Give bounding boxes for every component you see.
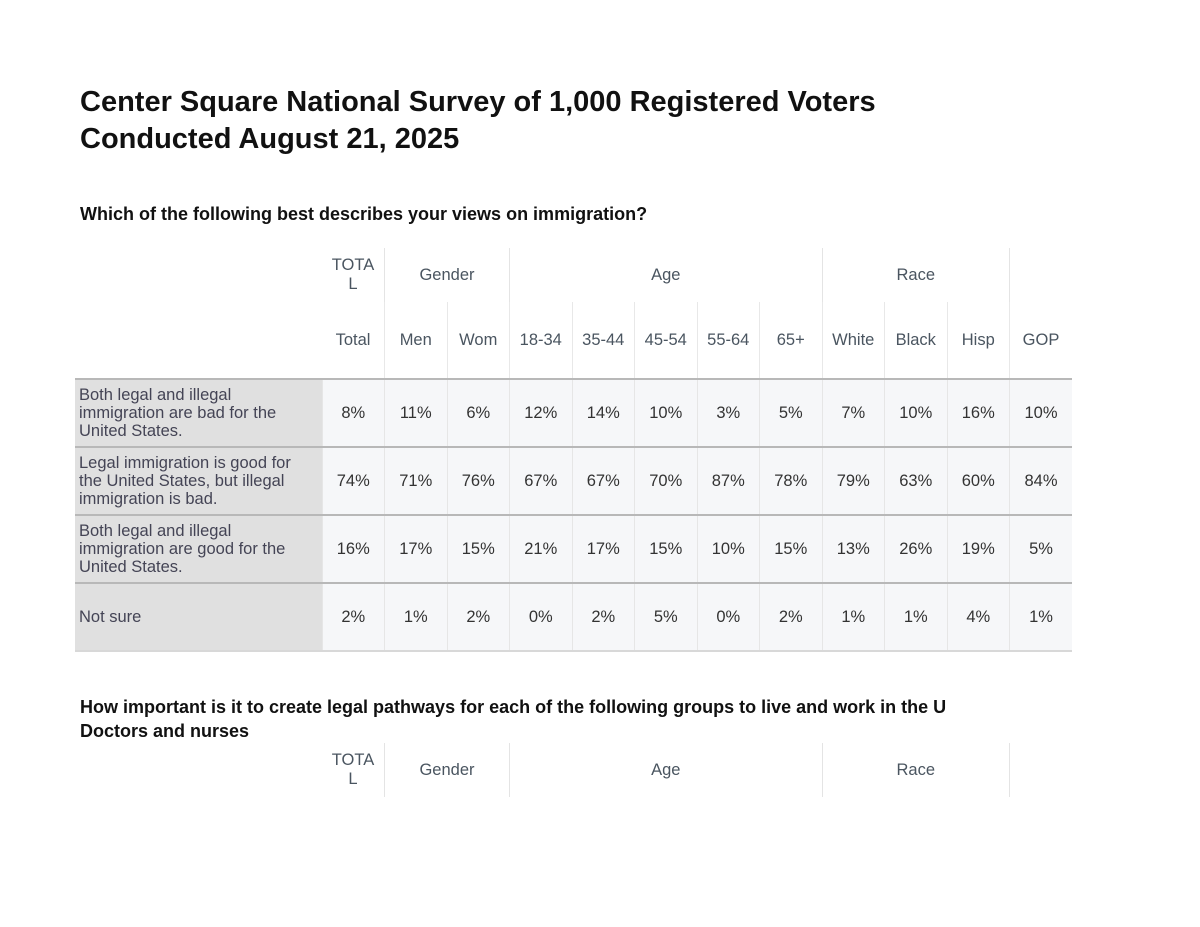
cell-value: 0% bbox=[509, 583, 572, 651]
cell-value: 1% bbox=[884, 583, 947, 651]
cell-value: 67% bbox=[509, 447, 572, 515]
group-total: TOTA L bbox=[331, 256, 375, 293]
group-age: Age bbox=[509, 248, 822, 302]
cell-value: 16% bbox=[321, 515, 385, 583]
page-title: Center Square National Survey of 1,000 R… bbox=[80, 86, 876, 155]
group-race: Race bbox=[821, 248, 1010, 302]
cell-value: 1% bbox=[1009, 583, 1072, 651]
column-header-men: Men bbox=[384, 302, 447, 379]
group-gender: Gender bbox=[384, 248, 510, 302]
column-header-total: Total bbox=[335, 330, 371, 349]
column-header-35-44: 35-44 bbox=[571, 302, 635, 379]
cell-value: 26% bbox=[884, 515, 947, 583]
cell-value: 5% bbox=[1009, 515, 1072, 583]
row-label: Legal immigration is good for the United… bbox=[75, 447, 322, 515]
cell-value: 2% bbox=[759, 583, 822, 651]
column-header-row: Total Men Wom 18-34 35-44 45-54 55-64 65+ White B… bbox=[75, 302, 1072, 379]
cell-value: 78% bbox=[759, 447, 822, 515]
cell-value: 0% bbox=[696, 583, 760, 651]
cell-value: 74% bbox=[321, 447, 385, 515]
table-row: Legal immigration is good for the United… bbox=[75, 447, 1072, 515]
row-label: Both legal and illegal immigration are g… bbox=[75, 515, 322, 583]
cell-value: 15% bbox=[634, 515, 697, 583]
cell-value: 13% bbox=[821, 515, 885, 583]
cell-value: 17% bbox=[571, 515, 635, 583]
cell-value: 2% bbox=[321, 583, 385, 651]
cell-value: 71% bbox=[384, 447, 447, 515]
cell-value: 60% bbox=[946, 447, 1010, 515]
crosstab-table-immigration-views: TOTA L Gender Age Race Total Men Wom 18-34 3… bbox=[75, 248, 1072, 652]
row-label: Both legal and illegal immigration are b… bbox=[75, 379, 322, 447]
column-header-65-: 65+ bbox=[759, 302, 822, 379]
cell-value: 84% bbox=[1009, 447, 1072, 515]
cell-value: 8% bbox=[321, 379, 385, 447]
row-label: Not sure bbox=[75, 583, 322, 651]
column-header-18-34: 18-34 bbox=[509, 302, 572, 379]
cell-value: 14% bbox=[571, 379, 635, 447]
cell-value: 6% bbox=[446, 379, 510, 447]
cell-value: 7% bbox=[821, 379, 885, 447]
column-header-white: White bbox=[821, 302, 885, 379]
column-header-hisp: Hisp bbox=[946, 302, 1010, 379]
cell-value: 63% bbox=[884, 447, 947, 515]
group-gender: Gender bbox=[384, 743, 510, 797]
cell-value: 5% bbox=[634, 583, 697, 651]
cell-value: 2% bbox=[446, 583, 510, 651]
cell-value: 10% bbox=[634, 379, 697, 447]
group-total: TOTA L bbox=[331, 751, 375, 788]
cell-value: 70% bbox=[634, 447, 697, 515]
crosstab-table-legal-pathways: TOTA L Gender Age Race bbox=[75, 743, 1072, 797]
cell-value: 11% bbox=[384, 379, 447, 447]
cell-value: 19% bbox=[946, 515, 1010, 583]
question-2: How important is it to create legal path… bbox=[80, 697, 947, 741]
table-row: Both legal and illegal immigration are b… bbox=[75, 379, 1072, 447]
column-header-wom: Wom bbox=[446, 302, 510, 379]
cell-value: 3% bbox=[696, 379, 760, 447]
cell-value: 76% bbox=[446, 447, 510, 515]
column-header-gop: GOP bbox=[1009, 302, 1072, 379]
cell-value: 79% bbox=[821, 447, 885, 515]
column-header-55-64: 55-64 bbox=[696, 302, 760, 379]
group-header-row: TOTA L Gender Age Race bbox=[75, 743, 1072, 797]
cell-value: 15% bbox=[446, 515, 510, 583]
group-age: Age bbox=[509, 743, 822, 797]
cell-value: 21% bbox=[509, 515, 572, 583]
cell-value: 16% bbox=[946, 379, 1010, 447]
cell-value: 4% bbox=[946, 583, 1010, 651]
cell-value: 2% bbox=[571, 583, 635, 651]
cell-value: 17% bbox=[384, 515, 447, 583]
table-row: Not sure 2% 1% 2% 0% 2% 5% 0% 2% 1% 1% 4% 1% bbox=[75, 583, 1072, 651]
cell-value: 10% bbox=[696, 515, 760, 583]
group-header-row: TOTA L Gender Age Race bbox=[75, 248, 1072, 302]
cell-value: 10% bbox=[1009, 379, 1072, 447]
cell-value: 1% bbox=[384, 583, 447, 651]
cell-value: 1% bbox=[821, 583, 885, 651]
question-2-subitem: Doctors and nurses bbox=[80, 721, 250, 741]
cell-value: 87% bbox=[696, 447, 760, 515]
cell-value: 10% bbox=[884, 379, 947, 447]
cell-value: 12% bbox=[509, 379, 572, 447]
question-1: Which of the following best describes yo… bbox=[80, 204, 648, 224]
column-header-45-54: 45-54 bbox=[634, 302, 697, 379]
cell-value: 67% bbox=[571, 447, 635, 515]
cell-value: 5% bbox=[759, 379, 822, 447]
table-row: Both legal and illegal immigration are g… bbox=[75, 515, 1072, 583]
group-race: Race bbox=[821, 743, 1010, 797]
column-header-black: Black bbox=[884, 302, 947, 379]
cell-value: 15% bbox=[759, 515, 822, 583]
